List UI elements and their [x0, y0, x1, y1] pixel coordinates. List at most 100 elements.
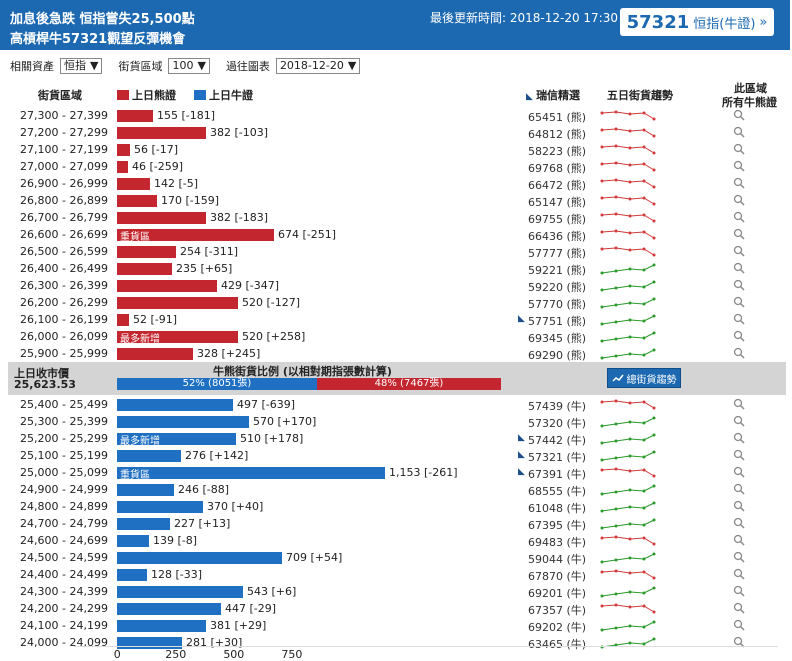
warrant-code-link[interactable]: 57320 (牛) [528, 417, 587, 430]
headline-title[interactable]: 加息後急跌 恒指嘗失25,500點 [10, 12, 195, 27]
search-icon[interactable] [733, 500, 745, 512]
search-icon[interactable] [733, 262, 745, 274]
warrant-code-link[interactable]: 69290 (熊) [528, 349, 587, 362]
total-trend-button[interactable]: 總街貨趨勢 [607, 368, 681, 388]
bear-bar[interactable] [117, 144, 130, 156]
warrant-code-link[interactable]: 67391 (牛) [528, 468, 587, 481]
warrant-code-link[interactable]: 69201 (牛) [528, 587, 587, 600]
bear-bar[interactable] [117, 195, 157, 207]
warrant-code-button[interactable]: 57321 恒指(牛證) » [620, 8, 774, 36]
search-icon[interactable] [733, 602, 745, 614]
search-icon[interactable] [733, 194, 745, 206]
search-icon[interactable] [733, 568, 745, 580]
bull-bar[interactable] [117, 484, 174, 496]
warrant-code-link[interactable]: 69483 (牛) [528, 536, 587, 549]
search-icon[interactable] [733, 551, 745, 563]
search-icon[interactable] [733, 279, 745, 291]
bull-bar[interactable] [117, 416, 249, 428]
bull-bar[interactable] [117, 433, 236, 445]
search-icon[interactable] [733, 517, 745, 529]
zone-select[interactable]: 100 ▼ [168, 58, 210, 74]
bear-bar[interactable] [117, 280, 217, 292]
bull-bar[interactable] [117, 552, 282, 564]
search-icon[interactable] [733, 534, 745, 546]
bear-bar[interactable] [117, 110, 153, 122]
search-icon[interactable] [733, 347, 745, 359]
search-icon[interactable] [733, 143, 745, 155]
search-icon[interactable] [733, 109, 745, 121]
search-icon[interactable] [733, 160, 745, 172]
warrant-code-link[interactable]: 66472 (熊) [528, 179, 587, 192]
bull-bar[interactable] [117, 501, 203, 513]
history-select[interactable]: 2018-12-20 ▼ [275, 58, 361, 74]
warrant-code-link[interactable]: 66436 (熊) [528, 230, 587, 243]
warrant-code-link[interactable]: 57439 (牛) [528, 400, 587, 413]
warrant-code-link[interactable]: 61048 (牛) [528, 502, 587, 515]
search-icon[interactable] [733, 313, 745, 325]
warrant-code-link[interactable]: 69755 (熊) [528, 213, 587, 226]
bear-bar[interactable] [117, 161, 128, 173]
warrant-code-link[interactable]: 67357 (牛) [528, 604, 587, 617]
warrant-code-link[interactable]: 59220 (熊) [528, 281, 587, 294]
warrant-code-link[interactable]: 68555 (牛) [528, 485, 587, 498]
warrant-code-link[interactable]: 57770 (熊) [528, 298, 587, 311]
search-icon[interactable] [733, 245, 745, 257]
bear-bar[interactable] [117, 178, 150, 190]
bear-bar[interactable] [117, 314, 129, 326]
bull-bar[interactable] [117, 467, 385, 479]
warrant-code-link[interactable]: 64812 (熊) [528, 128, 587, 141]
bear-bar[interactable] [117, 348, 193, 360]
search-icon[interactable] [733, 330, 745, 342]
warrant-code-link[interactable]: 59044 (牛) [528, 553, 587, 566]
bar-value-label: 382 [-103] [210, 126, 269, 139]
search-icon[interactable] [733, 619, 745, 631]
bull-bar[interactable] [117, 518, 170, 530]
warrant-code-link[interactable]: 57321 (牛) [528, 451, 587, 464]
bull-bar[interactable] [117, 569, 147, 581]
warrant-code-link[interactable]: 65147 (熊) [528, 196, 587, 209]
asset-select[interactable]: 恒指 ▼ [60, 58, 103, 74]
zone-range: 26,900 - 26,999 [20, 177, 108, 190]
search-icon[interactable] [733, 483, 745, 495]
warrant-code-link[interactable]: 67395 (牛) [528, 519, 587, 532]
warrant-code-link[interactable]: 63465 (牛) [528, 638, 587, 651]
warrant-code-link[interactable]: 57751 (熊) [528, 315, 587, 328]
warrant-code-link[interactable]: 58223 (熊) [528, 145, 587, 158]
warrant-code-link[interactable]: 69768 (熊) [528, 162, 587, 175]
bull-bar[interactable] [117, 535, 149, 547]
search-icon[interactable] [733, 228, 745, 240]
bull-bar[interactable] [117, 603, 221, 615]
search-icon[interactable] [733, 585, 745, 597]
bear-bar[interactable] [117, 212, 206, 224]
search-icon[interactable] [733, 296, 745, 308]
search-icon[interactable] [733, 432, 745, 444]
search-icon[interactable] [733, 398, 745, 410]
search-icon[interactable] [733, 415, 745, 427]
warrant-code-link[interactable]: 57442 (牛) [528, 434, 587, 447]
headline-subtitle[interactable]: 高槓桿牛57321觀望反彈機會 [10, 32, 186, 47]
bear-bar[interactable] [117, 229, 274, 241]
search-icon[interactable] [733, 466, 745, 478]
bull-bar[interactable] [117, 399, 233, 411]
bar-value-label: 520 [-127] [242, 296, 301, 309]
warrant-code-link[interactable]: 69345 (熊) [528, 332, 587, 345]
warrant-code-link[interactable]: 59221 (熊) [528, 264, 587, 277]
warrant-code-link[interactable]: 69202 (牛) [528, 621, 587, 634]
warrant-code-link[interactable]: 57777 (熊) [528, 247, 587, 260]
warrant-code-link[interactable]: 65451 (熊) [528, 111, 587, 124]
sparkline-point [600, 179, 604, 183]
bull-bar[interactable] [117, 620, 206, 632]
bear-bar[interactable] [117, 246, 176, 258]
bear-bar[interactable] [117, 263, 172, 275]
bull-bar[interactable] [117, 450, 181, 462]
sparkline-point [652, 253, 656, 257]
search-icon[interactable] [733, 211, 745, 223]
search-icon[interactable] [733, 177, 745, 189]
bear-bar[interactable] [117, 127, 206, 139]
bull-bar[interactable] [117, 586, 243, 598]
search-icon[interactable] [733, 126, 745, 138]
warrant-code-link[interactable]: 67870 (牛) [528, 570, 587, 583]
search-icon[interactable] [733, 449, 745, 461]
bear-bar[interactable] [117, 297, 238, 309]
bear-bar[interactable] [117, 331, 238, 343]
